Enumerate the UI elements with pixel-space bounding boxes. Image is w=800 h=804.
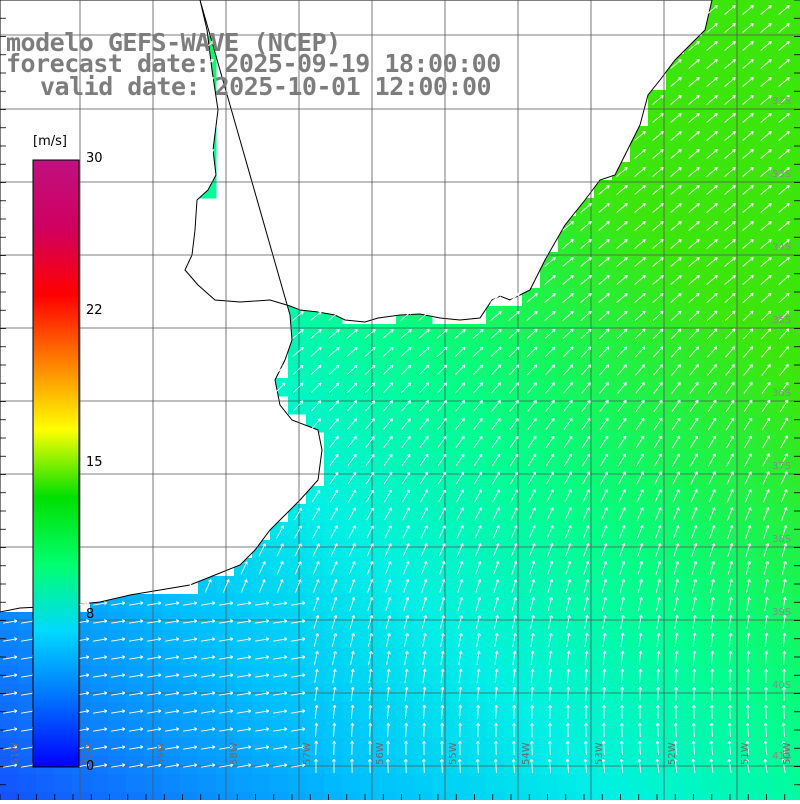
colorbar-unit: [m/s]: [33, 134, 67, 149]
lat-label: 35S: [772, 315, 791, 326]
colorbar-tick-8: 8: [86, 607, 94, 622]
lon-label: 54W: [521, 742, 532, 765]
lat-label: 39S: [772, 607, 791, 618]
lon-label: 56W: [375, 742, 386, 765]
lat-label: 37S: [772, 461, 791, 472]
lon-label: 61W: [10, 742, 21, 765]
lon-label: 52W: [667, 742, 678, 765]
lon-label: 59W: [156, 742, 167, 765]
lat-label: 34S: [772, 242, 791, 253]
lon-label: 58W: [229, 742, 240, 765]
lat-label: 33S: [772, 169, 791, 180]
colorbar-tick-15: 15: [86, 455, 103, 470]
lon-label: 53W: [594, 742, 605, 765]
lat-label: 41S: [772, 751, 791, 762]
lat-label: 32S: [772, 96, 791, 107]
colorbar: [33, 160, 79, 767]
lat-label: 40S: [772, 680, 791, 691]
lon-label: 57W: [302, 742, 313, 765]
lat-label: 38S: [772, 534, 791, 545]
lon-label: 51W: [740, 742, 751, 765]
colorbar-tick-22: 22: [86, 303, 103, 318]
colorbar-tick-30: 30: [86, 151, 103, 166]
colorbar-tick-0: 0: [86, 759, 94, 774]
lon-label: 55W: [448, 742, 459, 765]
lat-label: 36S: [772, 388, 791, 399]
valid-date: valid date: 2025-10-01 12:00:00: [40, 74, 491, 100]
